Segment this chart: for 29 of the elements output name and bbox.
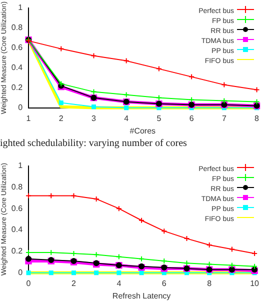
x-tick-label: 5 [156,114,162,123]
y-tick-label: 0 [18,103,24,112]
x-tick-label: 4 [116,278,122,288]
x-tick-label: 4 [124,114,130,123]
y-tick-label: 0.2 [11,83,24,92]
x-axis-title: Refresh Latency [112,291,171,300]
x-tick-label: 7 [222,114,227,123]
y-tick-label: 0.6 [11,43,24,52]
y-tick-label: 0.2 [11,246,24,256]
x-axis-title: #Cores [130,126,156,136]
y-tick-label: 0.4 [11,225,24,234]
y-tick-label: 0.6 [11,204,24,213]
x-tick-label: 8 [207,278,212,288]
x-tick-label: 2 [58,114,64,123]
y-tick-label: 0 [18,268,24,278]
x-tick-label: 6 [189,114,194,123]
x-tick-label: 3 [92,114,97,123]
x-tick-label: 2 [72,278,76,288]
y-tick-label: 0.8 [11,182,24,192]
x-tick-label: 10 [250,278,260,288]
y-tick-label: 1 [18,161,24,170]
text: ighted schedulability: varying number of cores [0,138,188,149]
x-tick-label: 0 [26,278,32,288]
x-tick-label: 6 [162,278,167,288]
x-tick-label: 8 [254,114,260,123]
y-tick-label: 1 [18,3,24,12]
y-tick-label: 0.8 [11,23,24,32]
y-tick-label: 0.4 [11,63,24,72]
x-tick-label: 1 [26,114,32,123]
